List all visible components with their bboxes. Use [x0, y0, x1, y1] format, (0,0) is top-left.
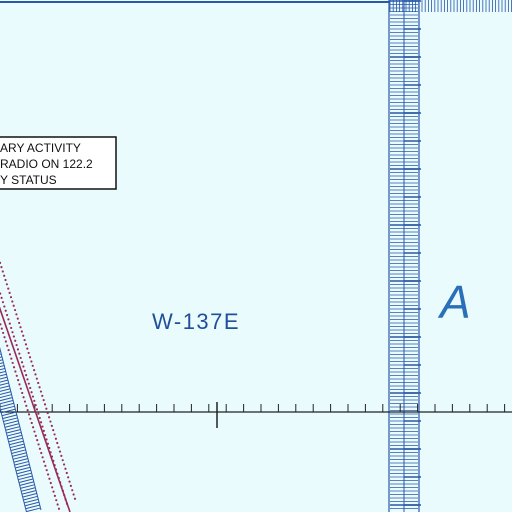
notice-line: RADIO ON 122.2 [0, 157, 93, 171]
airspace-name: W-137E [152, 309, 240, 334]
notice-line: ARY ACTIVITY [0, 141, 81, 155]
restricted-boundary-dots [0, 319, 62, 512]
notice-line: Y STATUS [0, 173, 57, 187]
boundary-line [0, 306, 71, 512]
notice-box [0, 136, 117, 190]
boundary-edge [0, 347, 42, 511]
boundary-edge [0, 405, 28, 512]
airspace-class: A [437, 276, 471, 328]
restricted-boundary-dots [0, 289, 70, 509]
restricted-boundary-dots [0, 258, 78, 504]
